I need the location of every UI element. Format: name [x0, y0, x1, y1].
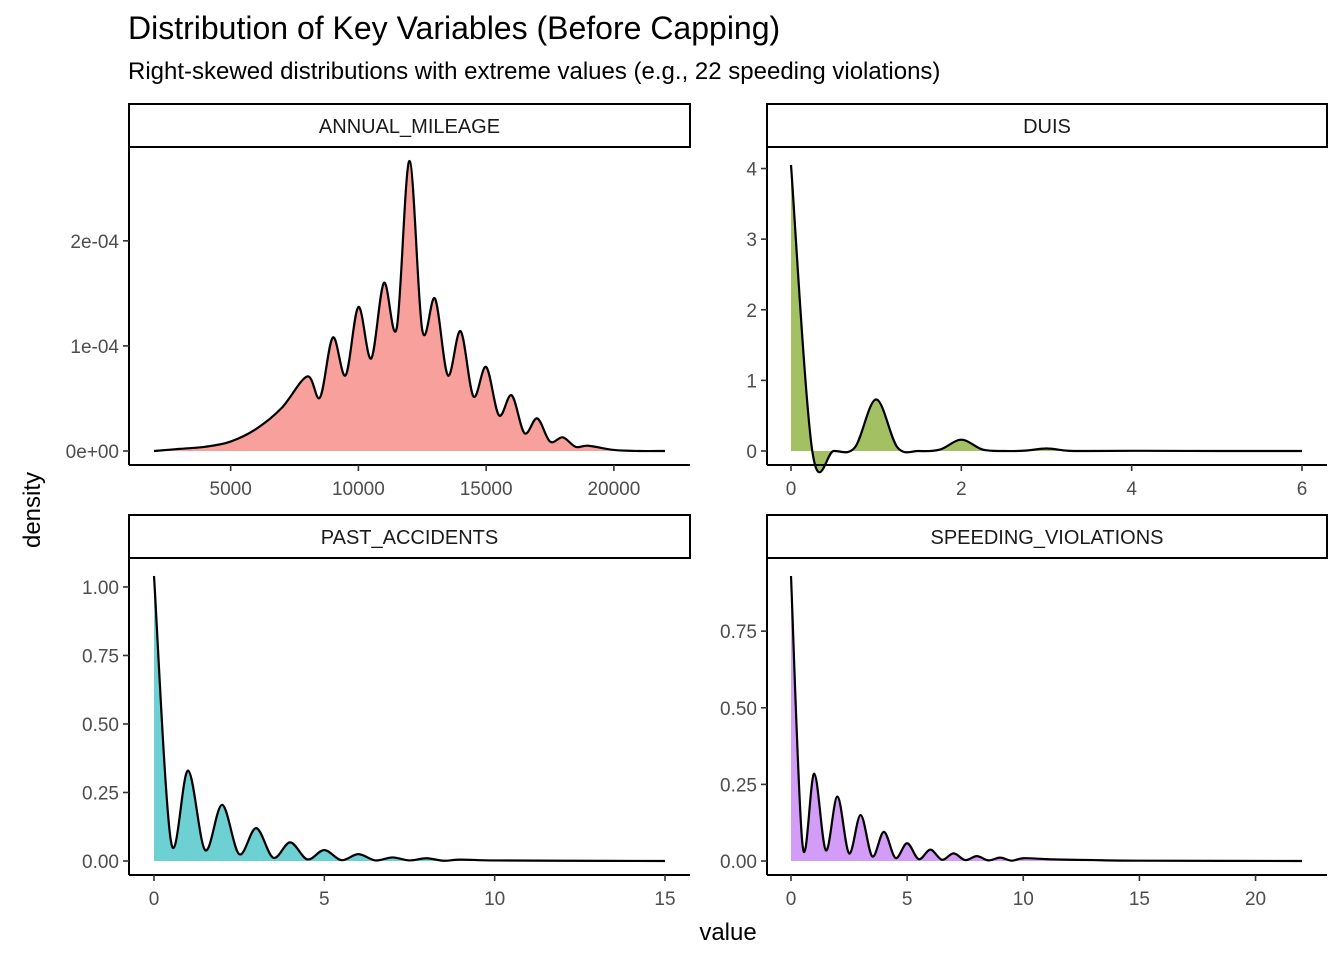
y-tick-label-speeding-violations: 0.75: [720, 622, 757, 643]
density-line-duis: [789, 164, 1303, 474]
strip-label-annual-mileage: ANNUAL_MILEAGE: [319, 116, 500, 138]
y-tick-label-past-accidents: 0.00: [82, 852, 119, 873]
density-line-past-accidents: [152, 575, 666, 863]
x-axis-title: value: [699, 919, 756, 946]
x-tick-label-annual-mileage: 5000: [210, 479, 252, 500]
panel-duis: DUIS 0 2 4 6 0 1 2 3 4: [746, 103, 1328, 500]
y-tick-label-past-accidents: 0.75: [82, 646, 119, 667]
strip-speeding-violations: [766, 514, 1328, 559]
x-tick-label-duis: 6: [1297, 479, 1308, 500]
x-tick-label-speeding-violations: 10: [1013, 889, 1034, 910]
chart-title: Distribution of Key Variables (Before Ca…: [128, 10, 781, 46]
x-tick-label-past-accidents: 5: [319, 889, 330, 910]
x-tick-label-duis: 4: [1126, 479, 1137, 500]
y-tick-label-speeding-violations: 0.25: [720, 775, 757, 796]
y-tick-label-duis: 0: [746, 442, 757, 463]
x-tick-label-past-accidents: 15: [654, 889, 675, 910]
y-tick-label-annual-mileage: 2e-04: [70, 232, 119, 253]
density-line-speeding-violations: [789, 575, 1303, 863]
y-tick-label-duis: 1: [746, 371, 757, 392]
strip-duis: [766, 103, 1328, 148]
x-tick-label-duis: 2: [956, 479, 967, 500]
strip-label-speeding-violations: SPEEDING_VIOLATIONS: [930, 527, 1163, 549]
strip-annual-mileage: [128, 103, 691, 148]
y-tick-label-annual-mileage: 0e+00: [66, 442, 119, 463]
y-tick-label-past-accidents: 0.25: [82, 783, 119, 804]
y-tick-label-annual-mileage: 1e-04: [70, 337, 119, 358]
panel-past-accidents: PAST_ACCIDENTS 0 5 10 15 0.00 0.25 0.50 0.75 1.00: [82, 514, 691, 910]
y-tick-label-speeding-violations: 0.00: [720, 852, 757, 873]
chart-subtitle: Right-skewed distributions with extreme …: [128, 58, 941, 85]
strip-label-duis: DUIS: [1023, 116, 1071, 138]
x-tick-label-speeding-violations: 20: [1245, 889, 1266, 910]
density-area-speeding-violations: [791, 576, 1302, 861]
x-tick-label-speeding-violations: 5: [902, 889, 913, 910]
y-tick-label-speeding-violations: 0.50: [720, 699, 757, 720]
x-tick-label-speeding-violations: 15: [1129, 889, 1150, 910]
strip-label-past-accidents: PAST_ACCIDENTS: [321, 527, 498, 549]
x-tick-label-speeding-violations: 0: [786, 889, 797, 910]
density-area-past-accidents: [154, 576, 665, 861]
x-tick-label-past-accidents: 10: [484, 889, 505, 910]
y-tick-label-past-accidents: 0.50: [82, 715, 119, 736]
y-axis-title: density: [19, 472, 46, 548]
density-line-annual-mileage: [153, 159, 666, 453]
x-tick-label-duis: 0: [786, 479, 797, 500]
panel-speeding-violations: SPEEDING_VIOLATIONS 0 5 10 15 20 0.00 0.25 0.50 0…: [720, 514, 1328, 910]
density-area-annual-mileage: [154, 160, 665, 452]
panel-annual-mileage: ANNUAL_MILEAGE 5000 10000 15000 20000 0e+00 1e…: [66, 103, 691, 500]
density-area-duis: [791, 165, 1302, 473]
x-tick-label-past-accidents: 0: [149, 889, 160, 910]
y-tick-label-past-accidents: 1.00: [82, 578, 119, 599]
y-tick-label-duis: 4: [746, 160, 757, 181]
strip-past-accidents: [128, 514, 691, 559]
x-tick-label-annual-mileage: 15000: [460, 479, 513, 500]
y-tick-label-duis: 3: [746, 230, 757, 251]
y-tick-label-duis: 2: [746, 301, 757, 322]
x-tick-label-annual-mileage: 20000: [587, 479, 640, 500]
x-tick-label-annual-mileage: 10000: [332, 479, 385, 500]
